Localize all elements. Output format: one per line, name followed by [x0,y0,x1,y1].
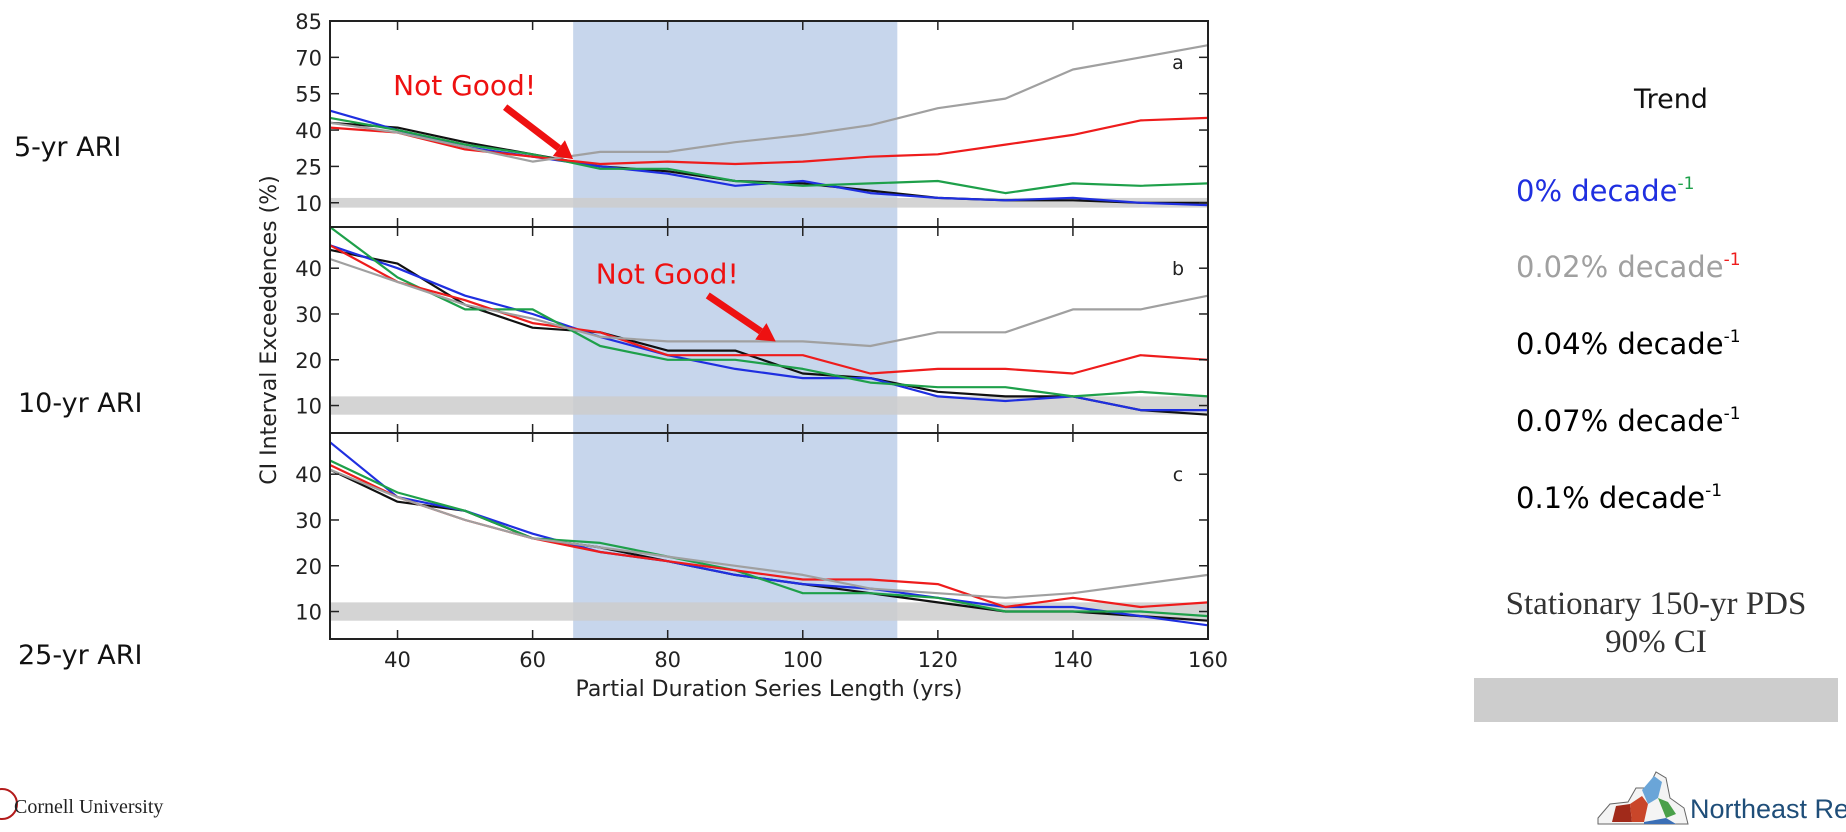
nrcc-logo-text: Northeast Reg [1690,794,1846,824]
legend-item-exponent: -1 [1723,404,1741,424]
annotation-arrowhead [755,323,776,342]
series-line [329,459,1209,618]
legend-item-4: 0.1% decade-1 [1516,481,1722,515]
panel-a: 10 25 40 55 70 85 a Not Good! [295,10,1209,228]
legend-item-label: 0.1% decade [1516,481,1706,515]
series-line [329,468,1209,599]
annotation-text: Not Good! [393,69,536,102]
annotation-text: Not Good! [596,257,739,290]
y-tick-label: 30 [295,303,322,327]
y-tick-label: 25 [295,155,322,179]
legend-item-0: 0% decade-1 [1516,174,1694,208]
x-tick-label: 80 [654,648,681,672]
panel-c: 10 20 30 40 c [295,432,1209,640]
series-line [329,116,1209,166]
x-axis-label: Partial Duration Series Length (yrs) [576,677,963,702]
annotation-arrow [705,292,763,335]
y-tick-label: 70 [295,46,322,70]
northeast-map-icon [1597,771,1689,825]
y-axis-label: CI Interval Exceedences (%) [257,175,282,484]
stationary-ci-line1: Stationary 150-yr PDS [1505,586,1807,622]
y-tick-label: 10 [295,192,322,216]
series-line [329,116,1209,195]
legend-item-2: 0.04% decade-1 [1516,327,1741,361]
legend-item-exponent: -1 [1723,250,1741,270]
legend-item-exponent: -1 [1723,327,1741,347]
y-tick-label: 30 [295,509,322,533]
legend-item-exponent: -1 [1677,174,1695,194]
x-tick-label: 100 [783,648,823,672]
y-tick-label: 40 [295,119,322,143]
legend-item-1: 0.02% decade-1 [1516,250,1741,284]
y-tick-label: 40 [295,463,322,487]
y-tick-label: 20 [295,349,322,373]
highlight-band [573,21,898,639]
y-tick-label: 10 [295,395,322,419]
x-tick-label: 160 [1188,648,1228,672]
series-line [329,244,1208,412]
panel-b: 10 20 30 40 b Not Good! [295,226,1209,434]
legend-item-label: 0.04% decade [1516,327,1724,361]
legend-item-3: 0.07% decade-1 [1516,404,1741,438]
stationary-ci-legend: Stationary 150-yr PDS 90% CI [1468,585,1844,661]
ari-label-25yr: 25-yr ARI [18,640,143,671]
ci-band [330,197,1208,208]
cornell-university-logo: Cornell University [14,796,164,818]
series-line [329,44,1209,163]
annotation-arrowhead [552,140,574,160]
panel-frame [329,432,1209,640]
nrcc-logo: Northeast Reg [1596,768,1846,827]
legend-item-exponent: -1 [1705,481,1723,501]
series-line [329,226,1209,398]
y-tick-label: 85 [295,10,322,34]
series-line [329,257,1209,348]
y-tick-label: 20 [295,555,322,579]
x-tick-label: 40 [384,648,411,672]
annotation-arrow [503,104,561,151]
legend-title: Trend [1634,84,1708,115]
legend-item-label: 0.07% decade [1516,404,1724,438]
series-line [329,244,1209,375]
ari-label-10yr: 10-yr ARI [18,388,143,419]
ci-band [330,396,1208,415]
panel-label: b [1172,258,1184,280]
panel-label: a [1172,52,1184,74]
y-tick-label: 10 [295,601,322,625]
legend-item-label: 0.02% decade [1516,250,1724,284]
legend-item-label: 0% decade [1516,174,1678,208]
x-tick-label: 60 [519,648,546,672]
panel-label: c [1173,464,1183,486]
ci-band-swatch [1474,678,1838,722]
x-tick-label: 120 [918,648,958,672]
ari-label-5yr: 5-yr ARI [14,132,122,163]
y-tick-label: 55 [295,83,322,107]
stationary-ci-line2: 90% CI [1605,624,1707,660]
series-line [329,121,1208,204]
x-tick-label: 140 [1053,648,1093,672]
y-tick-label: 40 [295,257,322,281]
